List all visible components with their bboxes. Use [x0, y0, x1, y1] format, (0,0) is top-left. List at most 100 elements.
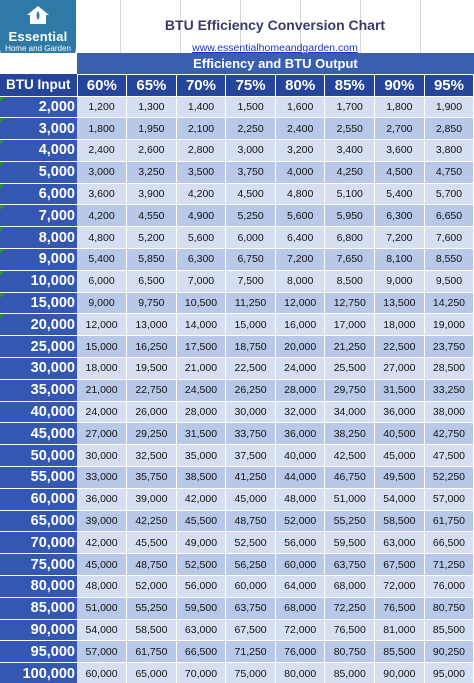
btu-output-cell[interactable]: 36,000 [77, 487, 128, 511]
btu-output-cell[interactable]: 65,000 [126, 662, 177, 683]
btu-output-cell[interactable]: 5,100 [324, 182, 376, 205]
btu-output-cell[interactable]: 18,000 [77, 357, 128, 380]
btu-output-cell[interactable]: 57,000 [424, 487, 474, 511]
btu-output-cell[interactable]: 41,250 [225, 466, 276, 489]
btu-output-cell[interactable]: 6,500 [126, 269, 177, 293]
btu-output-cell[interactable]: 28,000 [176, 400, 227, 423]
btu-output-cell[interactable]: 80,750 [424, 596, 474, 620]
btu-output-cell[interactable]: 1,200 [77, 95, 128, 118]
btu-output-cell[interactable]: 24,500 [176, 378, 227, 402]
btu-output-cell[interactable]: 90,000 [374, 662, 425, 683]
btu-output-cell[interactable]: 35,750 [126, 466, 177, 489]
btu-output-cell[interactable]: 6,000 [225, 226, 276, 249]
btu-output-cell[interactable]: 4,800 [77, 226, 128, 249]
btu-output-cell[interactable]: 9,000 [374, 269, 425, 293]
btu-output-cell[interactable]: 45,000 [374, 444, 425, 467]
btu-output-cell[interactable]: 57,000 [77, 640, 128, 663]
btu-output-cell[interactable]: 10,500 [176, 291, 227, 314]
btu-output-cell[interactable]: 49,000 [176, 531, 227, 554]
btu-output-cell[interactable]: 35,000 [176, 444, 227, 467]
btu-output-cell[interactable]: 55,250 [126, 596, 177, 620]
btu-output-cell[interactable]: 75,000 [225, 662, 276, 683]
btu-output-cell[interactable]: 5,400 [77, 248, 128, 271]
btu-output-cell[interactable]: 6,300 [176, 248, 227, 271]
btu-output-cell[interactable]: 26,000 [126, 400, 177, 423]
btu-output-cell[interactable]: 12,000 [77, 313, 128, 336]
btu-input-cell[interactable]: 30,000 [0, 357, 77, 380]
btu-output-cell[interactable]: 85,500 [374, 640, 425, 663]
btu-output-cell[interactable]: 1,800 [77, 117, 128, 140]
btu-output-cell[interactable]: 95,000 [424, 662, 474, 683]
btu-output-cell[interactable]: 28,500 [424, 357, 474, 380]
btu-input-cell[interactable]: 45,000 [0, 422, 77, 445]
btu-output-cell[interactable]: 52,000 [275, 509, 326, 532]
btu-output-cell[interactable]: 5,200 [126, 226, 177, 249]
btu-output-cell[interactable]: 9,500 [424, 269, 474, 293]
btu-output-cell[interactable]: 66,500 [176, 640, 227, 663]
btu-output-cell[interactable]: 81,000 [374, 618, 425, 641]
btu-output-cell[interactable]: 6,800 [324, 226, 376, 249]
btu-output-cell[interactable]: 76,500 [374, 596, 425, 620]
website-link[interactable]: www.essentialhomeandgarden.com [192, 42, 358, 54]
btu-output-cell[interactable]: 30,000 [77, 444, 128, 467]
btu-output-cell[interactable]: 49,500 [374, 466, 425, 489]
btu-input-cell[interactable]: 8,000 [0, 226, 77, 249]
btu-output-cell[interactable]: 4,550 [126, 204, 177, 227]
btu-output-cell[interactable]: 27,000 [374, 357, 425, 380]
btu-output-cell[interactable]: 63,000 [374, 531, 425, 554]
btu-output-cell[interactable]: 6,300 [374, 204, 425, 227]
btu-input-cell[interactable]: 4,000 [0, 139, 77, 162]
btu-output-cell[interactable]: 72,250 [324, 596, 376, 620]
btu-output-cell[interactable]: 4,750 [424, 160, 474, 184]
btu-output-cell[interactable]: 12,000 [275, 291, 326, 314]
btu-output-cell[interactable]: 19,000 [424, 313, 474, 336]
btu-output-cell[interactable]: 68,000 [324, 575, 376, 598]
btu-output-cell[interactable]: 21,000 [77, 378, 128, 402]
btu-output-cell[interactable]: 52,500 [176, 553, 227, 576]
btu-output-cell[interactable]: 90,250 [424, 640, 474, 663]
btu-output-cell[interactable]: 85,000 [324, 662, 376, 683]
btu-output-cell[interactable]: 7,650 [324, 248, 376, 271]
btu-output-cell[interactable]: 29,250 [126, 422, 177, 445]
btu-output-cell[interactable]: 15,000 [77, 335, 128, 358]
btu-output-cell[interactable]: 7,200 [275, 248, 326, 271]
btu-output-cell[interactable]: 45,500 [126, 531, 177, 554]
btu-input-cell[interactable]: 6,000 [0, 182, 77, 205]
btu-output-cell[interactable]: 1,600 [275, 95, 326, 118]
btu-input-cell[interactable]: 75,000 [0, 553, 77, 576]
btu-output-cell[interactable]: 67,500 [374, 553, 425, 576]
btu-output-cell[interactable]: 33,750 [225, 422, 276, 445]
btu-output-cell[interactable]: 17,000 [324, 313, 376, 336]
btu-output-cell[interactable]: 24,000 [275, 357, 326, 380]
btu-output-cell[interactable]: 6,000 [77, 269, 128, 293]
btu-output-cell[interactable]: 25,500 [324, 357, 376, 380]
btu-input-cell[interactable]: 70,000 [0, 531, 77, 554]
btu-output-cell[interactable]: 6,650 [424, 204, 474, 227]
btu-output-cell[interactable]: 1,500 [225, 95, 276, 118]
btu-output-cell[interactable]: 63,000 [176, 618, 227, 641]
btu-output-cell[interactable]: 40,500 [374, 422, 425, 445]
btu-output-cell[interactable]: 2,550 [324, 117, 376, 140]
btu-output-cell[interactable]: 3,600 [77, 182, 128, 205]
btu-output-cell[interactable]: 2,250 [225, 117, 276, 140]
btu-output-cell[interactable]: 70,000 [176, 662, 227, 683]
btu-input-cell[interactable]: 25,000 [0, 335, 77, 358]
btu-output-cell[interactable]: 76,000 [275, 640, 326, 663]
btu-output-cell[interactable]: 32,500 [126, 444, 177, 467]
btu-output-cell[interactable]: 38,250 [324, 422, 376, 445]
btu-output-cell[interactable]: 19,500 [126, 357, 177, 380]
btu-output-cell[interactable]: 4,200 [77, 204, 128, 227]
btu-output-cell[interactable]: 60,000 [275, 553, 326, 576]
btu-input-cell[interactable]: 7,000 [0, 204, 77, 227]
btu-output-cell[interactable]: 16,250 [126, 335, 177, 358]
btu-output-cell[interactable]: 48,750 [225, 509, 276, 532]
btu-output-cell[interactable]: 7,600 [424, 226, 474, 249]
btu-output-cell[interactable]: 76,000 [424, 575, 474, 598]
btu-output-cell[interactable]: 4,800 [275, 182, 326, 205]
btu-input-cell[interactable]: 60,000 [0, 487, 77, 511]
btu-output-cell[interactable]: 76,500 [324, 618, 376, 641]
btu-output-cell[interactable]: 71,250 [424, 553, 474, 576]
btu-output-cell[interactable]: 18,750 [225, 335, 276, 358]
btu-output-cell[interactable]: 45,500 [176, 509, 227, 532]
btu-output-cell[interactable]: 54,000 [374, 487, 425, 511]
